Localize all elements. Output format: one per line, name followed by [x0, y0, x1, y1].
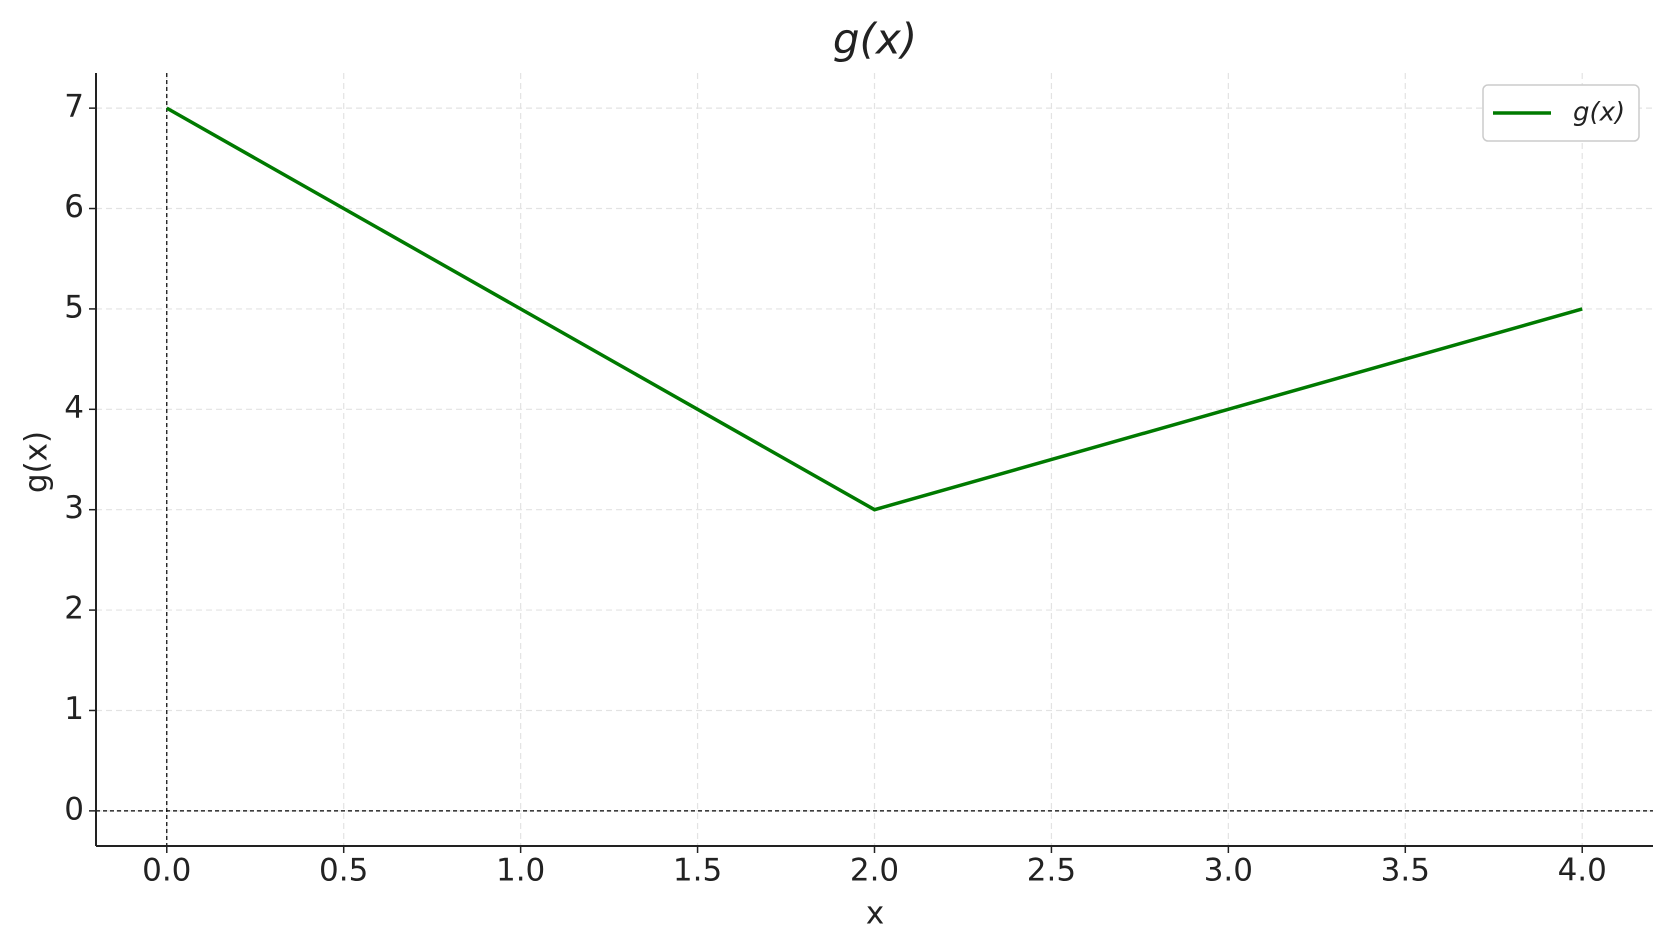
data-line: [165, 106, 1583, 512]
chart-title: g(x): [833, 15, 917, 64]
y-tick-label: 3: [64, 490, 84, 526]
x-tick-label: 0.5: [319, 853, 368, 889]
x-tick-label: 1.0: [496, 853, 545, 889]
y-tick-label: 0: [64, 791, 84, 827]
x-tick-label: 2.0: [850, 853, 899, 889]
y-axis-label: g(x): [19, 431, 55, 493]
x-tick-label: 3.0: [1204, 853, 1253, 889]
y-tick-label: 5: [64, 289, 84, 325]
x-axis-label: x: [866, 896, 884, 932]
x-tick-label: 4.0: [1558, 853, 1607, 889]
y-tick-label: 4: [64, 390, 84, 426]
x-tick-label: 0.0: [142, 853, 191, 889]
legend-box: [1482, 84, 1640, 142]
y-tick-label: 1: [64, 691, 84, 727]
x-tick-label: 3.5: [1381, 853, 1430, 889]
y-tick-label: 7: [64, 89, 84, 125]
x-tick-label: 2.5: [1027, 853, 1076, 889]
y-tick-label: 2: [64, 591, 84, 627]
y-tick-label: 6: [64, 189, 84, 225]
legend-label: g(x): [1573, 98, 1625, 128]
x-tick-label: 1.5: [673, 853, 722, 889]
